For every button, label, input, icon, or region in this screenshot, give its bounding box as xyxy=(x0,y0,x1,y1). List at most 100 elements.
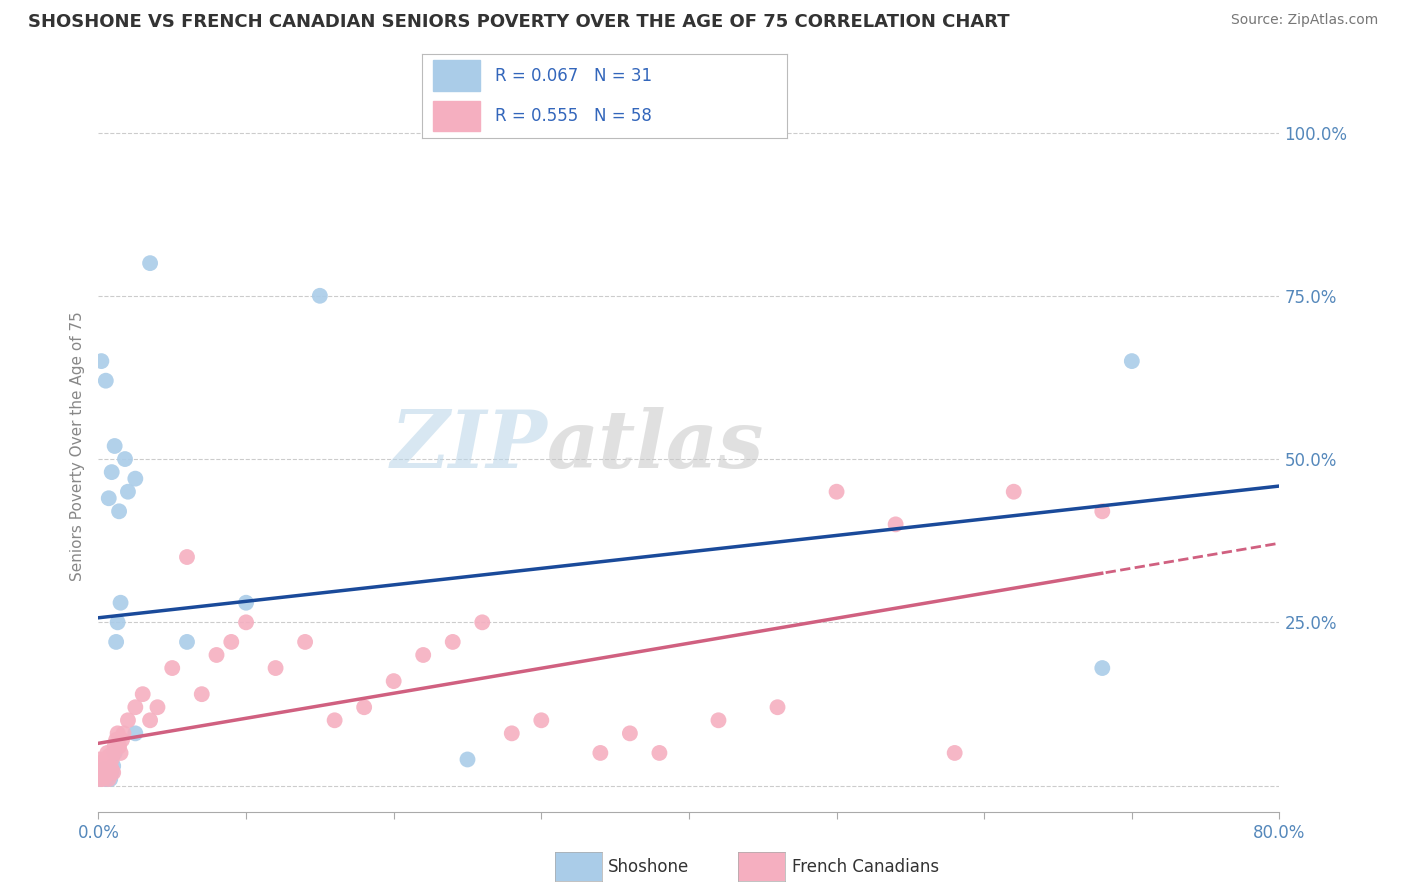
Point xyxy=(112,726,135,740)
Text: Source: ZipAtlas.com: Source: ZipAtlas.com xyxy=(1230,13,1378,28)
Point xyxy=(103,765,125,780)
Point xyxy=(103,759,125,773)
Point xyxy=(98,772,121,786)
Point xyxy=(1091,661,1114,675)
Point xyxy=(107,615,129,630)
Point xyxy=(117,484,139,499)
Text: Shoshone: Shoshone xyxy=(607,858,689,876)
Point xyxy=(94,769,117,783)
Point xyxy=(100,465,122,479)
Point xyxy=(93,765,115,780)
Point xyxy=(191,687,214,701)
Point xyxy=(97,772,120,786)
Point xyxy=(353,700,375,714)
Point xyxy=(100,752,122,766)
Point xyxy=(104,439,127,453)
Bar xyxy=(433,61,481,91)
Point xyxy=(456,752,478,766)
Point xyxy=(96,762,118,776)
Point xyxy=(146,700,169,714)
Point xyxy=(219,635,242,649)
Point xyxy=(235,596,257,610)
Point xyxy=(104,739,127,754)
Point xyxy=(91,772,114,786)
Point xyxy=(1002,484,1025,499)
Point xyxy=(235,615,257,630)
Point xyxy=(825,484,848,499)
Point xyxy=(943,746,966,760)
Point xyxy=(139,714,162,728)
Point xyxy=(110,596,132,610)
Point xyxy=(1091,504,1114,518)
Point xyxy=(105,635,128,649)
Point xyxy=(501,726,523,740)
Point xyxy=(100,762,122,776)
Point xyxy=(471,615,494,630)
Point xyxy=(619,726,641,740)
Point xyxy=(117,714,139,728)
Point xyxy=(93,762,115,776)
Point xyxy=(110,746,132,760)
Point xyxy=(176,549,198,564)
Point xyxy=(91,769,114,783)
Point xyxy=(97,491,120,506)
Point xyxy=(412,648,434,662)
Point xyxy=(94,772,117,786)
Text: ZIP: ZIP xyxy=(391,408,547,484)
Point xyxy=(107,726,129,740)
Point xyxy=(132,687,155,701)
Point xyxy=(766,700,789,714)
Point xyxy=(309,289,332,303)
Point xyxy=(108,739,131,754)
Point xyxy=(94,752,117,766)
Point xyxy=(648,746,671,760)
Point xyxy=(205,648,228,662)
Point xyxy=(90,756,112,770)
Point xyxy=(114,452,136,467)
Point xyxy=(530,714,553,728)
Point xyxy=(100,765,122,780)
Point xyxy=(103,746,125,760)
Text: R = 0.067   N = 31: R = 0.067 N = 31 xyxy=(495,67,652,85)
Point xyxy=(89,752,111,766)
Point xyxy=(707,714,730,728)
Point xyxy=(98,765,121,780)
Point xyxy=(89,772,111,786)
Point xyxy=(124,700,146,714)
Text: R = 0.555   N = 58: R = 0.555 N = 58 xyxy=(495,107,652,125)
Point xyxy=(108,504,131,518)
Point xyxy=(111,732,134,747)
Point xyxy=(264,661,287,675)
Point xyxy=(124,726,146,740)
Point xyxy=(323,714,346,728)
Point xyxy=(589,746,612,760)
Point xyxy=(104,746,127,760)
Point xyxy=(124,472,146,486)
Point xyxy=(94,374,117,388)
Point xyxy=(884,517,907,532)
Point xyxy=(96,746,118,760)
Point xyxy=(162,661,183,675)
Point xyxy=(441,635,464,649)
Point xyxy=(294,635,316,649)
Point xyxy=(382,674,405,689)
Point xyxy=(176,635,198,649)
Point xyxy=(91,759,114,773)
Point xyxy=(96,765,118,780)
Point xyxy=(89,772,111,786)
Point xyxy=(105,732,128,747)
Point xyxy=(90,769,112,783)
Point xyxy=(1121,354,1143,368)
Point xyxy=(90,354,112,368)
Point xyxy=(98,759,121,773)
Text: French Canadians: French Canadians xyxy=(792,858,939,876)
Bar xyxy=(433,101,481,131)
Point xyxy=(90,765,112,780)
Point xyxy=(97,769,120,783)
Y-axis label: Seniors Poverty Over the Age of 75: Seniors Poverty Over the Age of 75 xyxy=(70,311,86,581)
Point xyxy=(93,765,115,780)
Text: atlas: atlas xyxy=(547,408,765,484)
Point xyxy=(97,749,120,764)
Text: SHOSHONE VS FRENCH CANADIAN SENIORS POVERTY OVER THE AGE OF 75 CORRELATION CHART: SHOSHONE VS FRENCH CANADIAN SENIORS POVE… xyxy=(28,13,1010,31)
Point xyxy=(139,256,162,270)
